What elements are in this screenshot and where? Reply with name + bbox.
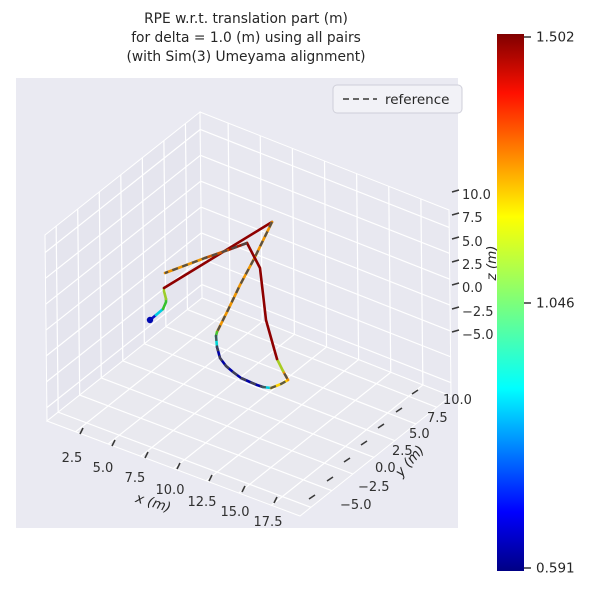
- y-tick-label: 5.0: [409, 427, 430, 442]
- y-tick-label: 7.5: [427, 411, 448, 426]
- colorbar-tick-label: 1.502: [536, 30, 575, 46]
- x-tick-label: 7.5: [125, 471, 146, 486]
- y-tick-mark: [377, 423, 385, 429]
- reference-trajectory-path: [164, 241, 248, 275]
- z-tick-mark: [451, 329, 460, 333]
- y-tick-label: −2.5: [358, 480, 390, 495]
- z-tick-label: −2.5: [462, 305, 494, 320]
- x-tick-label: 17.5: [254, 515, 283, 530]
- y-tick-mark: [326, 476, 334, 482]
- z-tick-label: 10.0: [462, 188, 491, 203]
- z-tick-mark: [451, 189, 460, 193]
- axis-ticks: [79, 189, 460, 504]
- x-tick-mark: [111, 439, 116, 447]
- x-tick-label: 2.5: [62, 451, 83, 466]
- z-tick-label: −5.0: [462, 328, 494, 343]
- legend-reference-label: reference: [385, 92, 449, 108]
- colorbar-gradient: [497, 34, 524, 571]
- z-tick-mark: [451, 306, 460, 310]
- y-tick-label: 10.0: [443, 393, 472, 408]
- legend-box: [332, 84, 463, 114]
- y-tick-label: 2.5: [392, 444, 413, 459]
- plot-title-line-3: (with Sim(3) Umeyama alignment): [126, 49, 365, 65]
- x-tick-mark: [208, 474, 213, 482]
- z-tick-mark: [451, 212, 460, 216]
- legend: reference: [332, 84, 463, 114]
- x-tick-mark: [241, 485, 246, 493]
- x-tick-mark: [176, 462, 181, 470]
- z-tick-label: 7.5: [462, 211, 483, 226]
- z-tick-label: 5.0: [462, 235, 483, 250]
- colorbar-ticks: 1.502 1.046 0.591: [524, 30, 575, 577]
- x-tick-label: 15.0: [221, 505, 250, 520]
- colorbar-tick-label: 1.046: [536, 296, 575, 312]
- x-tick-label: 5.0: [93, 461, 114, 476]
- trajectory-segment: [275, 357, 285, 373]
- y-tick-mark: [343, 457, 351, 463]
- x-tick-label: 12.5: [188, 495, 217, 510]
- plot-title-line-1: RPE w.r.t. translation part (m): [144, 11, 348, 27]
- y-tick-mark: [308, 494, 316, 500]
- colorbar: 1.502 1.046 0.591: [497, 30, 575, 577]
- scene-3d: 2.55.07.510.012.515.017.510.07.55.02.50.…: [44, 110, 494, 530]
- z-tick-label: 2.5: [462, 258, 483, 273]
- y-tick-label: −5.0: [340, 498, 372, 513]
- reference-trajectory-path: [214, 221, 290, 390]
- y-tick-mark: [411, 389, 419, 395]
- trajectory-segment: [245, 241, 279, 361]
- colorbar-tick-label: 0.591: [536, 561, 575, 577]
- z-tick-mark: [451, 236, 460, 240]
- plot-title-line-2: for delta = 1.0 (m) using all pairs: [131, 30, 361, 46]
- tick-labels: 2.55.07.510.012.515.017.510.07.55.02.50.…: [62, 188, 494, 530]
- z-tick-mark: [451, 282, 460, 286]
- pane-floor: [45, 297, 452, 517]
- x-tick-mark: [79, 427, 84, 435]
- trajectory-segment: [162, 220, 274, 290]
- x-tick-mark: [144, 451, 149, 459]
- z-axis-label: z (m): [484, 245, 500, 281]
- trajectory-end-marker: [146, 316, 154, 324]
- x-tick-label: 10.0: [156, 483, 185, 498]
- x-tick-mark: [273, 496, 278, 504]
- z-tick-mark: [451, 259, 460, 263]
- z-tick-label: 0.0: [462, 281, 483, 296]
- y-tick-mark: [395, 407, 403, 413]
- y-tick-mark: [360, 440, 368, 446]
- trajectory-segment: [154, 307, 165, 317]
- reference-trajectory: [164, 221, 290, 390]
- y-tick-label: 0.0: [375, 461, 396, 476]
